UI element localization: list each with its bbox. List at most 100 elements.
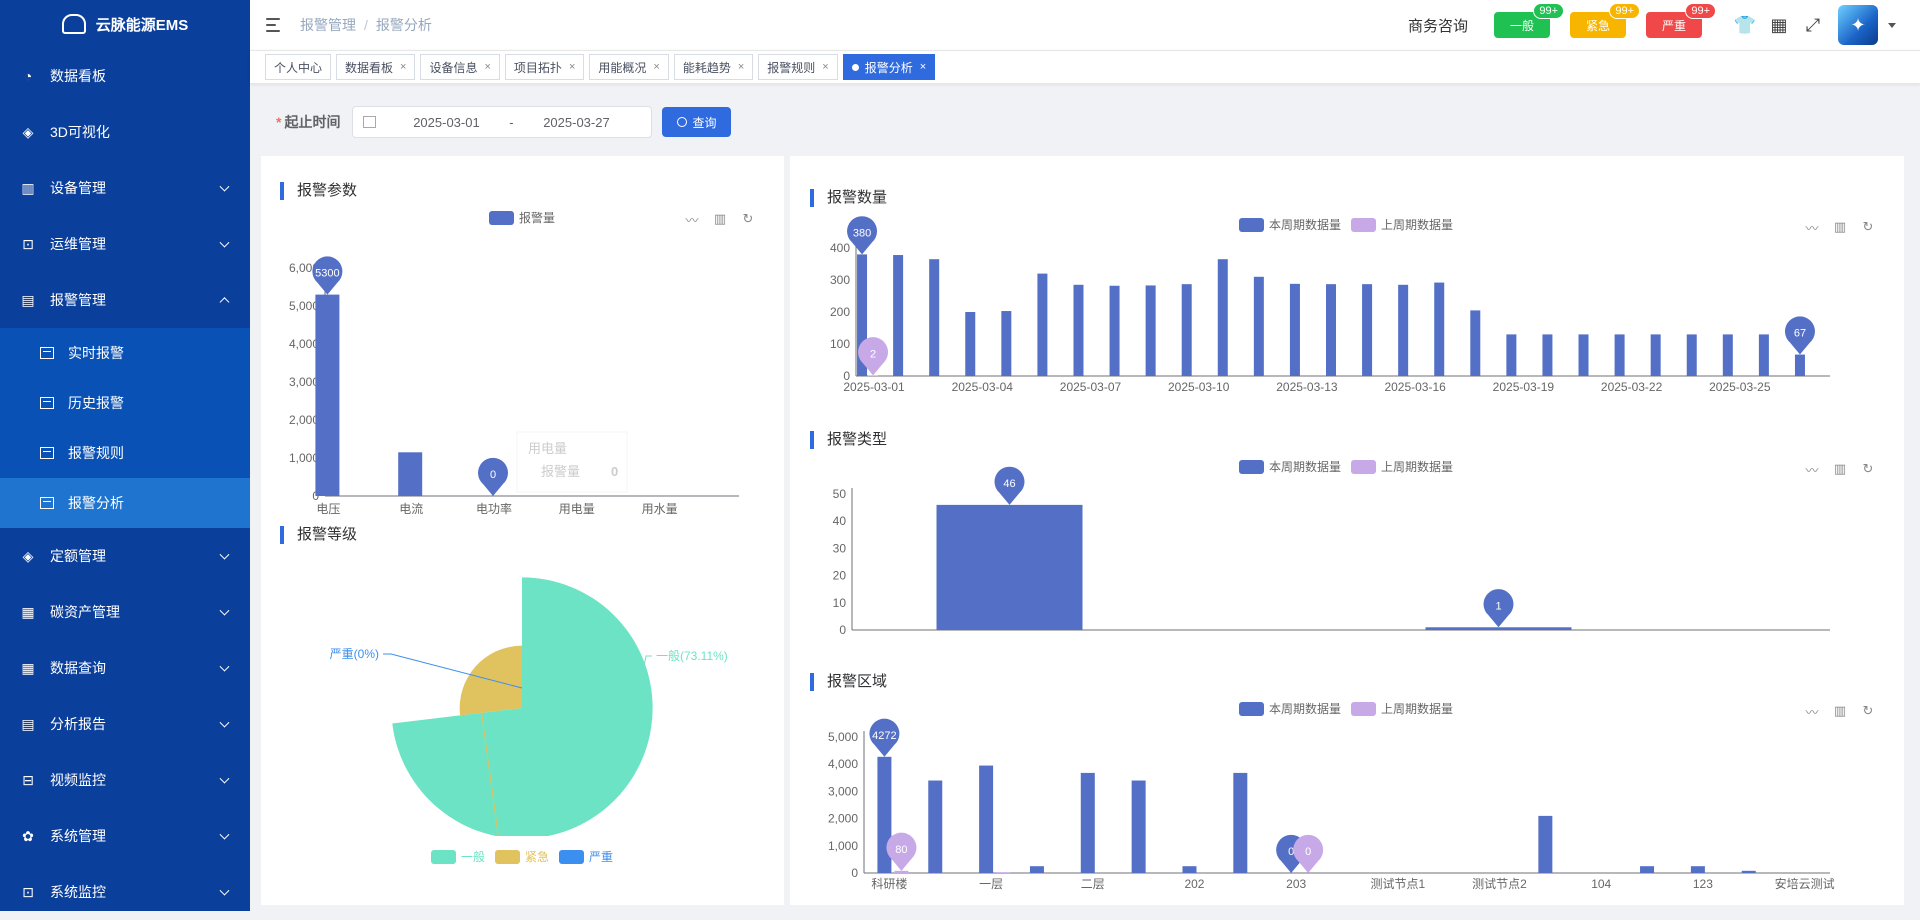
avatar[interactable]: ✦ [1838, 5, 1878, 45]
alarm-count-title: 报警数量 [810, 189, 887, 207]
alarm-level-urgent-button[interactable]: 紧急 99+ [1570, 3, 1640, 38]
sidebar-item-monitor[interactable]: ⊡ 系统监控 [0, 864, 250, 920]
sidebar-item-3d[interactable]: ◈ 3D可视化 [0, 104, 250, 160]
tag-label: 设备信息 [429, 60, 478, 75]
sidebar-item-report[interactable]: ▤ 分析报告 [0, 696, 250, 752]
bar-chart-icon[interactable]: ▥ [1833, 703, 1847, 718]
x-tick-label: 104 [1591, 877, 1611, 891]
sidebar-item-query[interactable]: ▦ 数据查询 [0, 640, 250, 696]
tag-device-info[interactable]: 设备信息 × [420, 54, 500, 80]
legend-item[interactable]: 本周期数据量 [1239, 216, 1341, 233]
tag-energy-trend[interactable]: 能耗趋势 × [673, 54, 754, 80]
line-chart-icon[interactable]: 〰 [685, 212, 699, 228]
close-icon[interactable]: × [568, 61, 576, 73]
end-date-input[interactable]: 2025-03-27 [543, 114, 610, 130]
tag-alarm-analysis[interactable]: 报警分析 × [842, 54, 936, 80]
logo[interactable]: 云脉能源EMS [0, 0, 250, 48]
x-tick-label: 202 [1184, 877, 1204, 891]
legend-item[interactable]: 上周期数据量 [1351, 216, 1453, 233]
sidebar-item-dashboard[interactable]: ◔ 数据看板 [0, 48, 250, 104]
breadcrumb-item[interactable]: 报警管理 [300, 17, 356, 33]
bar-chart-icon[interactable]: ▥ [1833, 219, 1847, 234]
sidebar-subitem-realtime-alarm[interactable]: 实时报警 [0, 328, 250, 378]
tag-label: 个人中心 [274, 60, 323, 75]
close-icon[interactable]: × [400, 61, 407, 73]
sidebar-item-alarm[interactable]: ▤ 报警管理 [0, 272, 250, 328]
x-tick-label: 2025-03-22 [1601, 380, 1663, 394]
chart-toolbox: 〰 ▥ ↻ [1803, 461, 1877, 478]
caret-down-icon[interactable] [1888, 22, 1896, 28]
bar [996, 872, 1011, 873]
sidebar-item-carbon[interactable]: ▦ 碳资产管理 [0, 584, 250, 640]
line-chart-icon[interactable]: 〰 [1805, 462, 1819, 478]
sidebar-item-label: 系统监控 [50, 884, 106, 900]
alarm-level-legend[interactable]: 一般 紧急 严重 [431, 848, 623, 865]
qrcode-icon[interactable]: ▦ [1770, 14, 1788, 35]
tag-project-topology[interactable]: 项目拓扑 × [504, 54, 585, 80]
filter-form: * 起止时间 2025-03-01 - 2025-03-27 查询 [276, 106, 732, 138]
menu-toggle-icon[interactable] [266, 18, 284, 32]
fullscreen-icon[interactable]: ⤢ [1805, 14, 1821, 35]
table-icon [40, 447, 54, 459]
close-icon[interactable]: × [737, 61, 745, 73]
line-chart-icon[interactable]: 〰 [1805, 704, 1819, 720]
refresh-icon[interactable]: ↻ [742, 211, 754, 226]
alarm-level-normal-button[interactable]: 一般 99+ [1494, 3, 1564, 38]
legend-item[interactable]: 本周期数据量 [1239, 458, 1341, 475]
start-date-input[interactable]: 2025-03-01 [413, 114, 480, 130]
close-icon[interactable]: × [653, 61, 660, 73]
legend-item[interactable]: 紧急 [495, 848, 549, 865]
y-tick-label: 2,000 [828, 812, 858, 826]
query-button[interactable]: 查询 [662, 107, 732, 137]
marker-pin [312, 256, 343, 295]
legend-item[interactable]: 报警量 [489, 209, 555, 226]
tag-dashboard[interactable]: 数据看板 × [336, 54, 416, 80]
legend-swatch [495, 849, 521, 864]
x-tick-label: 一层 [979, 877, 1003, 891]
theme-shirt-icon[interactable]: 👕 [1733, 14, 1757, 35]
legend-item[interactable]: 一般 [431, 848, 485, 865]
alarm-type-legend[interactable]: 本周期数据量 上周期数据量 [1239, 458, 1463, 475]
x-tick-label: 测试节点2 [1472, 876, 1527, 891]
legend-item[interactable]: 上周期数据量 [1351, 458, 1453, 475]
refresh-icon[interactable]: ↻ [1862, 461, 1874, 476]
sidebar-item-maintenance[interactable]: ⊡ 运维管理 [0, 216, 250, 272]
chevron-down-icon [219, 605, 230, 616]
alarm-area-legend[interactable]: 本周期数据量 上周期数据量 [1239, 700, 1463, 717]
tag-personal-center[interactable]: 个人中心 [265, 54, 332, 80]
x-tick-label: 测试节点1 [1370, 876, 1425, 891]
sidebar-item-device[interactable]: ▥ 设备管理 [0, 160, 250, 216]
refresh-icon[interactable]: ↻ [1862, 219, 1874, 234]
bar [1253, 276, 1264, 376]
date-range-picker[interactable]: 2025-03-01 - 2025-03-27 [352, 106, 653, 138]
sidebar-item-video[interactable]: ⊟ 视频监控 [0, 752, 250, 808]
alarm-param-legend[interactable]: 报警量 [489, 209, 565, 226]
close-icon[interactable]: × [822, 61, 829, 73]
marker-label: 1 [1495, 600, 1501, 612]
sidebar-subitem-alarm-analysis[interactable]: 报警分析 [0, 478, 250, 528]
bar-chart-icon[interactable]: ▥ [1833, 461, 1847, 476]
alarm-count-chart: 0 100 200 300 400 2025-03-01 2025-03-04 2025-03… [830, 216, 1830, 394]
sidebar-item-quota[interactable]: ◈ 定额管理 [0, 528, 250, 584]
refresh-icon[interactable]: ↻ [1862, 703, 1874, 718]
sidebar-subitem-alarm-rules[interactable]: 报警规则 [0, 428, 250, 478]
alarm-area-title: 报警区域 [810, 673, 887, 691]
legend-label: 一般 [461, 850, 486, 864]
close-icon[interactable]: × [919, 61, 927, 73]
y-tick-label: 1,000 [289, 451, 319, 465]
business-consult-link[interactable]: 商务咨询 [1407, 17, 1468, 35]
alarm-count-legend[interactable]: 本周期数据量 上周期数据量 [1239, 216, 1463, 233]
bar-chart-icon[interactable]: ▥ [713, 211, 727, 226]
tag-energy-overview[interactable]: 用能概况 × [589, 54, 669, 80]
alarm-param-chart: 0 1,000 2,000 3,000 4,000 5,000 6,000 电压 电流 电功率 用电… [289, 256, 739, 516]
tag-alarm-rules[interactable]: 报警规则 × [758, 54, 838, 80]
alarm-level-severe-button[interactable]: 严重 99+ [1646, 3, 1716, 38]
sidebar-item-system[interactable]: ✿ 系统管理 [0, 808, 250, 864]
legend-item[interactable]: 本周期数据量 [1239, 700, 1341, 717]
legend-item[interactable]: 严重 [559, 848, 613, 865]
y-tick-label: 300 [830, 273, 850, 287]
close-icon[interactable]: × [484, 61, 491, 73]
sidebar-subitem-history-alarm[interactable]: 历史报警 [0, 378, 250, 428]
line-chart-icon[interactable]: 〰 [1805, 220, 1819, 236]
legend-item[interactable]: 上周期数据量 [1351, 700, 1453, 717]
